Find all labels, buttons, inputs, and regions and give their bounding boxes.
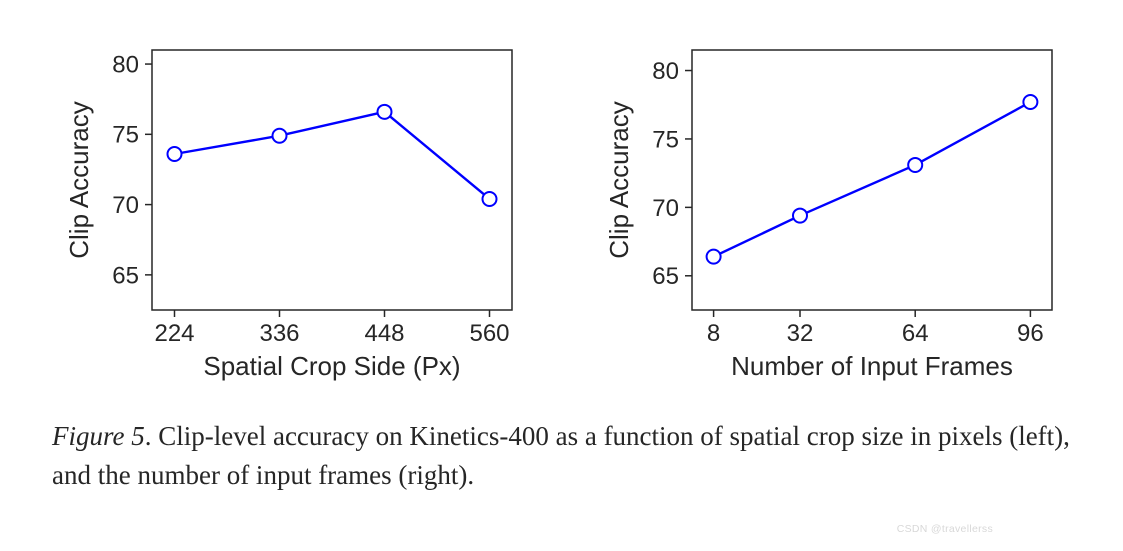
chart-right-xlabel: Number of Input Frames [731, 351, 1013, 381]
chart-left-ytick-label: 75 [112, 122, 139, 149]
chart-left-axis-box [152, 50, 512, 310]
watermark: CSDN @travellerss [897, 523, 993, 535]
chart-right-ytick-label: 65 [652, 263, 679, 290]
chart-right-xtick-label: 8 [706, 320, 719, 347]
chart-right-marker [1023, 95, 1037, 109]
chart-left-xtick-label: 560 [469, 320, 509, 347]
chart-left: 224 336 448 560 65 70 75 80 Spatial Crop Side (P… [52, 30, 532, 405]
caption-body: Clip-level accuracy on Kinetics-400 as a… [52, 421, 1070, 490]
chart-left-xtick-label: 448 [364, 320, 404, 347]
chart-left-xtick-label: 336 [259, 320, 299, 347]
charts-row: 224 336 448 560 65 70 75 80 Spatial Crop Side (P… [0, 30, 1123, 405]
chart-left-ytick-label: 65 [112, 262, 139, 289]
chart-right-xtick-label: 64 [901, 320, 928, 347]
chart-right-xtick-label: 96 [1017, 320, 1044, 347]
chart-right-marker [908, 158, 922, 172]
chart-left-marker [167, 147, 181, 161]
chart-right-axis-box [692, 50, 1052, 310]
chart-right-marker [706, 250, 720, 264]
chart-left-marker [272, 129, 286, 143]
chart-right: 8 32 64 96 65 70 75 80 Number of Input Frames Cli… [592, 30, 1072, 405]
chart-right-svg: 8 32 64 96 65 70 75 80 Number of Input Frames Cli… [592, 30, 1072, 400]
chart-right-marker [793, 209, 807, 223]
figure-container: 224 336 448 560 65 70 75 80 Spatial Crop Side (P… [0, 0, 1123, 551]
chart-left-xtick-label: 224 [154, 320, 194, 347]
chart-right-xtick-label: 32 [786, 320, 813, 347]
chart-right-ytick-label: 80 [652, 58, 679, 85]
chart-left-marker [377, 105, 391, 119]
chart-right-ytick-label: 75 [652, 126, 679, 153]
figure-label: Figure 5 [52, 421, 145, 451]
chart-right-series-line [713, 102, 1030, 257]
chart-right-ytick-label: 70 [652, 195, 679, 222]
figure-caption: Figure 5. Clip-level accuracy on Kinetic… [0, 405, 1123, 495]
chart-left-marker [482, 192, 496, 206]
chart-left-svg: 224 336 448 560 65 70 75 80 Spatial Crop Side (P… [52, 30, 532, 400]
chart-right-ylabel: Clip Accuracy [604, 101, 634, 259]
chart-left-xlabel: Spatial Crop Side (Px) [203, 351, 460, 381]
chart-left-ylabel: Clip Accuracy [64, 101, 94, 259]
chart-left-ytick-label: 80 [112, 51, 139, 78]
caption-sep: . [145, 421, 159, 451]
chart-left-ytick-label: 70 [112, 192, 139, 219]
chart-left-series-line [174, 112, 489, 199]
